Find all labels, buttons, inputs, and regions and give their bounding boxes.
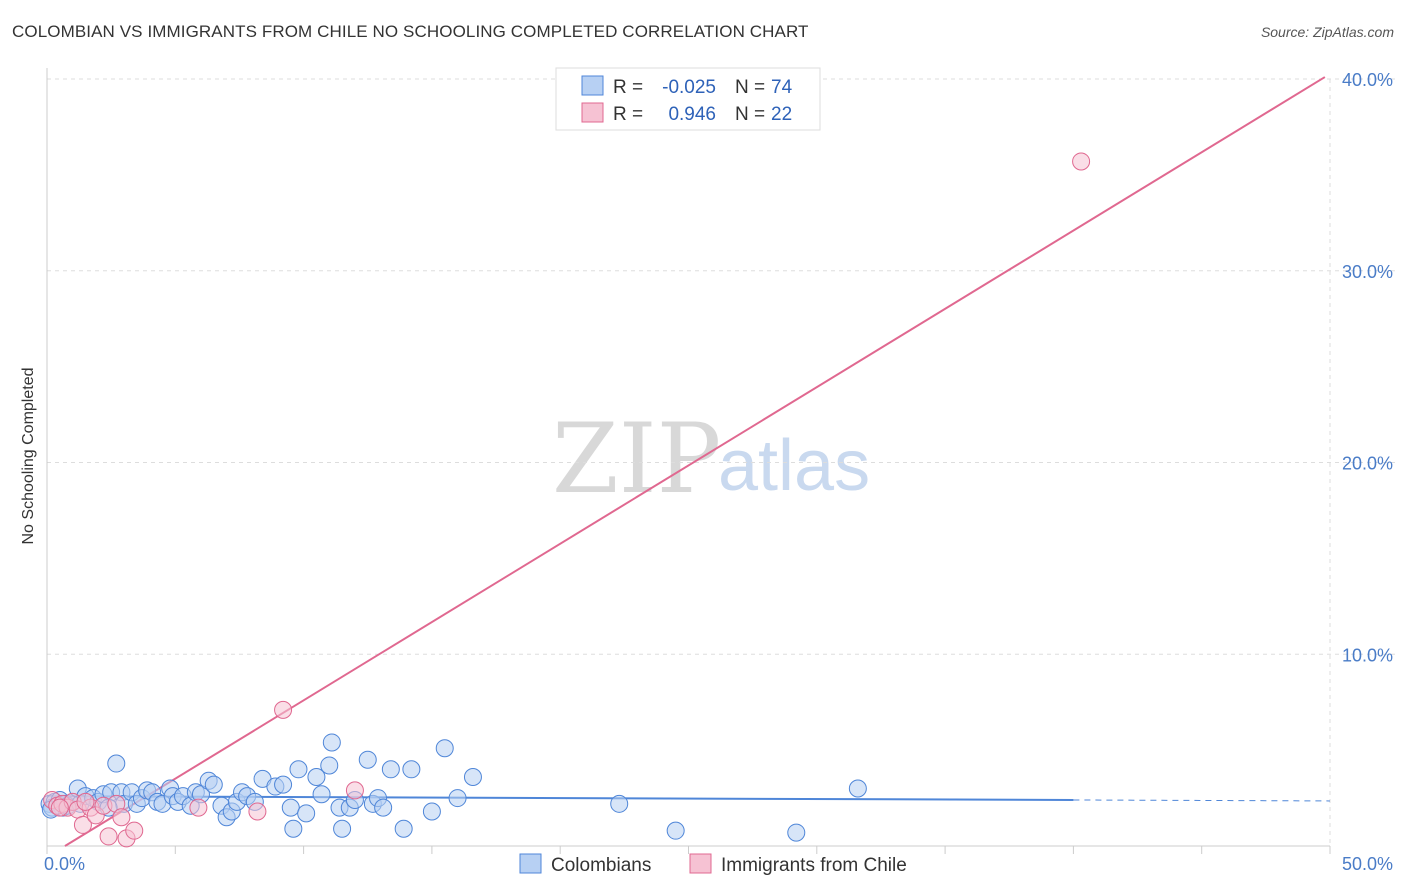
point-colombians-63 [402, 760, 421, 779]
point-chile-17 [274, 700, 293, 719]
bottom-legend-swatch-colombians [519, 853, 542, 874]
point-colombians-54 [333, 819, 352, 838]
stats-r-label-1: R = [613, 77, 643, 98]
bottom-legend-swatch-chile [689, 853, 712, 874]
point-colombians-34 [204, 775, 223, 794]
watermark-atlas: atlas [718, 426, 870, 506]
point-colombians-61 [381, 760, 400, 779]
point-chile-15 [189, 798, 208, 817]
x-tick-label-1: 50.0% [1342, 854, 1393, 874]
y-tick-label-1: 20.0% [1342, 454, 1393, 474]
x-tick-label-0: 0.0% [44, 854, 85, 874]
point-chile-16 [248, 802, 267, 821]
trend-lines [46, 76, 1331, 847]
series-colombians [40, 733, 867, 842]
bottom-legend-colombians: Colombians [551, 855, 651, 876]
y-tick-label-3: 40.0% [1342, 70, 1393, 90]
point-colombians-60 [374, 798, 393, 817]
point-colombians-52 [322, 733, 341, 752]
stats-n-label-1: N = [735, 77, 765, 98]
y-tick-label-0: 10.0% [1342, 645, 1393, 665]
point-colombians-16 [107, 754, 126, 773]
point-colombians-49 [307, 767, 326, 786]
point-colombians-48 [297, 804, 316, 823]
axes [46, 68, 1331, 854]
point-chile-18 [345, 781, 364, 800]
point-colombians-71 [848, 779, 867, 798]
point-chile-6 [73, 815, 92, 834]
y-axis-label: No Schooling Completed [20, 368, 37, 545]
point-colombians-46 [284, 819, 303, 838]
stats-legend: R = -0.025 N = 74 R = 0.946 N = 22 [555, 67, 821, 131]
point-chile-14 [125, 821, 144, 840]
grid-lines [47, 78, 1395, 846]
point-colombians-66 [448, 789, 467, 808]
point-colombians-69 [666, 821, 685, 840]
point-chile-19 [1072, 152, 1091, 171]
point-colombians-50 [312, 785, 331, 804]
legend-swatch-blue [581, 75, 604, 96]
point-colombians-47 [289, 760, 308, 779]
point-chile-21 [50, 798, 69, 817]
tick-labels: 10.0% 20.0% 30.0% 40.0% 0.0% 50.0% [44, 70, 1393, 874]
stats-r-value-2: 0.946 [668, 104, 716, 125]
point-colombians-44 [274, 775, 293, 794]
stats-r-value-1: -0.025 [662, 77, 716, 98]
trend-line-colombians [46, 795, 1074, 801]
legend-swatch-pink [581, 102, 604, 123]
point-colombians-51 [320, 756, 339, 775]
bottom-legend-chile: Immigrants from Chile [721, 855, 907, 876]
point-colombians-65 [435, 739, 454, 758]
stats-n-value-1: 74 [771, 77, 793, 98]
point-colombians-70 [787, 823, 806, 842]
point-colombians-68 [610, 794, 629, 813]
point-colombians-67 [463, 767, 482, 786]
series-chile [43, 152, 1091, 848]
bottom-legend: Colombians Immigrants from Chile [519, 853, 907, 876]
point-chile-20 [76, 792, 95, 811]
trend-line-chile [64, 76, 1326, 847]
stats-r-label-2: R = [613, 104, 643, 125]
y-tick-label-2: 30.0% [1342, 262, 1393, 282]
point-colombians-45 [281, 798, 300, 817]
chart-source: Source: ZipAtlas.com [1260, 24, 1394, 40]
point-chile-10 [99, 827, 118, 846]
trend-line-colombians-extension [1073, 799, 1331, 802]
point-colombians-57 [358, 750, 377, 769]
point-colombians-62 [394, 819, 413, 838]
point-colombians-64 [422, 802, 441, 821]
chart-title: COLOMBIAN VS IMMIGRANTS FROM CHILE NO SC… [12, 22, 809, 41]
point-chile-12 [112, 808, 131, 827]
stats-n-value-2: 22 [771, 104, 792, 125]
stats-n-label-2: N = [735, 104, 765, 125]
